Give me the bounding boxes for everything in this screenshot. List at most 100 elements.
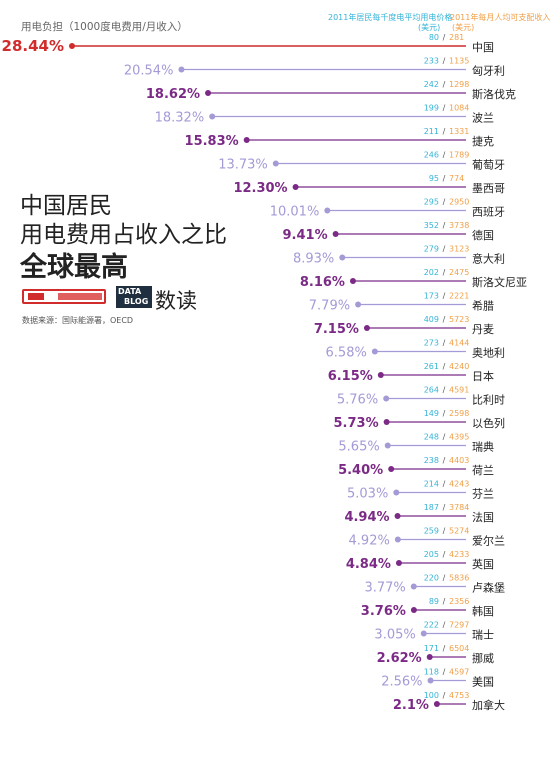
- country-label: 丹麦: [472, 323, 494, 336]
- headline-line-1: 中国居民: [20, 193, 112, 219]
- value-separator: /: [443, 409, 446, 418]
- lollipop-dot: [371, 348, 378, 355]
- value-separator: /: [443, 574, 446, 583]
- price-column-header: 2011年居民每千度电平均用电价格 (美元): [328, 13, 452, 33]
- price-value: 352: [424, 221, 439, 230]
- price-value: 222: [424, 621, 439, 630]
- income-value: 1789: [449, 151, 469, 160]
- burden-value-label: 4.92%: [349, 534, 390, 549]
- income-value: 4240: [449, 362, 469, 371]
- country-label: 葡萄牙: [472, 159, 505, 172]
- income-value: 4233: [449, 550, 469, 559]
- lollipop-dot: [410, 583, 417, 590]
- lollipop-dot: [384, 442, 391, 449]
- country-label: 意大利: [472, 252, 505, 266]
- burden-value-label: 2.56%: [381, 675, 422, 690]
- price-value: 273: [424, 339, 439, 348]
- price-value: 233: [424, 57, 439, 66]
- income-value: 3784: [449, 503, 469, 512]
- income-value: 4591: [449, 386, 469, 395]
- price-value: 202: [424, 268, 439, 277]
- lollipop-dot: [426, 654, 433, 660]
- burden-value-label: 8.93%: [293, 252, 334, 267]
- value-separator: /: [443, 503, 446, 512]
- lollipop-dot: [383, 419, 390, 425]
- country-label: 法国: [472, 510, 494, 524]
- country-label: 希腊: [472, 299, 494, 313]
- value-separator: /: [443, 480, 446, 489]
- burden-value-label: 20.54%: [124, 64, 174, 79]
- country-label: 加拿大: [472, 698, 505, 712]
- income-value: 6504: [449, 644, 469, 653]
- country-label: 芬兰: [472, 488, 494, 501]
- value-separator: /: [443, 315, 446, 324]
- burden-value-label: 5.73%: [334, 416, 379, 431]
- country-label: 匈牙利: [472, 64, 505, 78]
- burden-value-label: 5.03%: [347, 487, 388, 502]
- country-label: 西班牙: [472, 206, 505, 219]
- burden-value-label: 2.62%: [377, 651, 422, 666]
- country-label: 墨西哥: [472, 182, 505, 195]
- value-separator: /: [443, 597, 446, 606]
- price-value: 89: [429, 597, 439, 606]
- income-value: 1331: [449, 127, 469, 136]
- value-separator: /: [443, 33, 446, 42]
- price-value: 261: [424, 362, 439, 371]
- price-value: 211: [424, 127, 439, 136]
- column-name: 数读: [155, 289, 197, 313]
- income-column-header: 2011年每月人均可支配收入 (美元): [450, 13, 550, 33]
- burden-value-label: 2.1%: [393, 698, 429, 713]
- price-value: 279: [424, 245, 439, 254]
- lollipop-dot: [420, 630, 427, 637]
- price-value: 149: [424, 409, 439, 418]
- price-value: 80: [429, 33, 439, 42]
- headline-line-2: 用电费用占收入之比: [20, 222, 227, 248]
- income-value: 5723: [449, 315, 469, 324]
- price-value: 173: [424, 292, 439, 301]
- country-label: 荷兰: [472, 464, 494, 477]
- country-label: 美国: [472, 676, 494, 689]
- lollipop-dot: [69, 43, 75, 49]
- datablog-logo-line-2: BLOG: [124, 297, 149, 306]
- price-value: 264: [424, 386, 439, 395]
- country-label: 奥地利: [472, 346, 505, 360]
- income-value: 4395: [449, 433, 469, 442]
- lollipop-dot: [433, 701, 440, 707]
- lollipop-dot: [324, 207, 331, 214]
- burden-value-label: 7.79%: [309, 299, 350, 314]
- value-separator: /: [443, 362, 446, 371]
- burden-value-label: 3.76%: [361, 604, 406, 619]
- value-separator: /: [443, 127, 446, 136]
- income-value: 281: [449, 33, 464, 42]
- publisher-logo-mark: [22, 289, 106, 304]
- income-value: 2598: [449, 409, 469, 418]
- headline-line-3: 全球最高: [20, 252, 128, 283]
- datablog-logo-line-1: DATA: [118, 287, 142, 296]
- price-value: 246: [424, 151, 439, 160]
- burden-value-label: 6.58%: [326, 346, 367, 361]
- value-separator: /: [443, 456, 446, 465]
- price-value: 171: [424, 644, 439, 653]
- value-separator: /: [443, 292, 446, 301]
- price-value: 259: [424, 527, 439, 536]
- income-value: 7297: [449, 621, 469, 630]
- value-separator: /: [443, 198, 446, 207]
- lollipop-dot: [205, 90, 212, 96]
- price-value: 242: [424, 80, 439, 89]
- value-separator: /: [443, 668, 446, 677]
- country-label: 挪威: [472, 651, 494, 665]
- income-value: 4243: [449, 480, 469, 489]
- value-separator: /: [443, 104, 446, 113]
- lollipop-dot: [383, 395, 390, 402]
- burden-value-label: 6.15%: [328, 369, 373, 384]
- price-value: 409: [424, 315, 439, 324]
- lollipop-dot: [395, 560, 402, 566]
- income-value: 2475: [449, 268, 469, 277]
- source-note: 数据来源：国际能源署，OECD: [22, 316, 134, 325]
- price-value: 100: [424, 691, 439, 700]
- price-value: 205: [424, 550, 439, 559]
- burden-value-label: 3.05%: [374, 628, 415, 643]
- value-separator: /: [443, 433, 446, 442]
- burden-value-label: 5.76%: [337, 393, 378, 408]
